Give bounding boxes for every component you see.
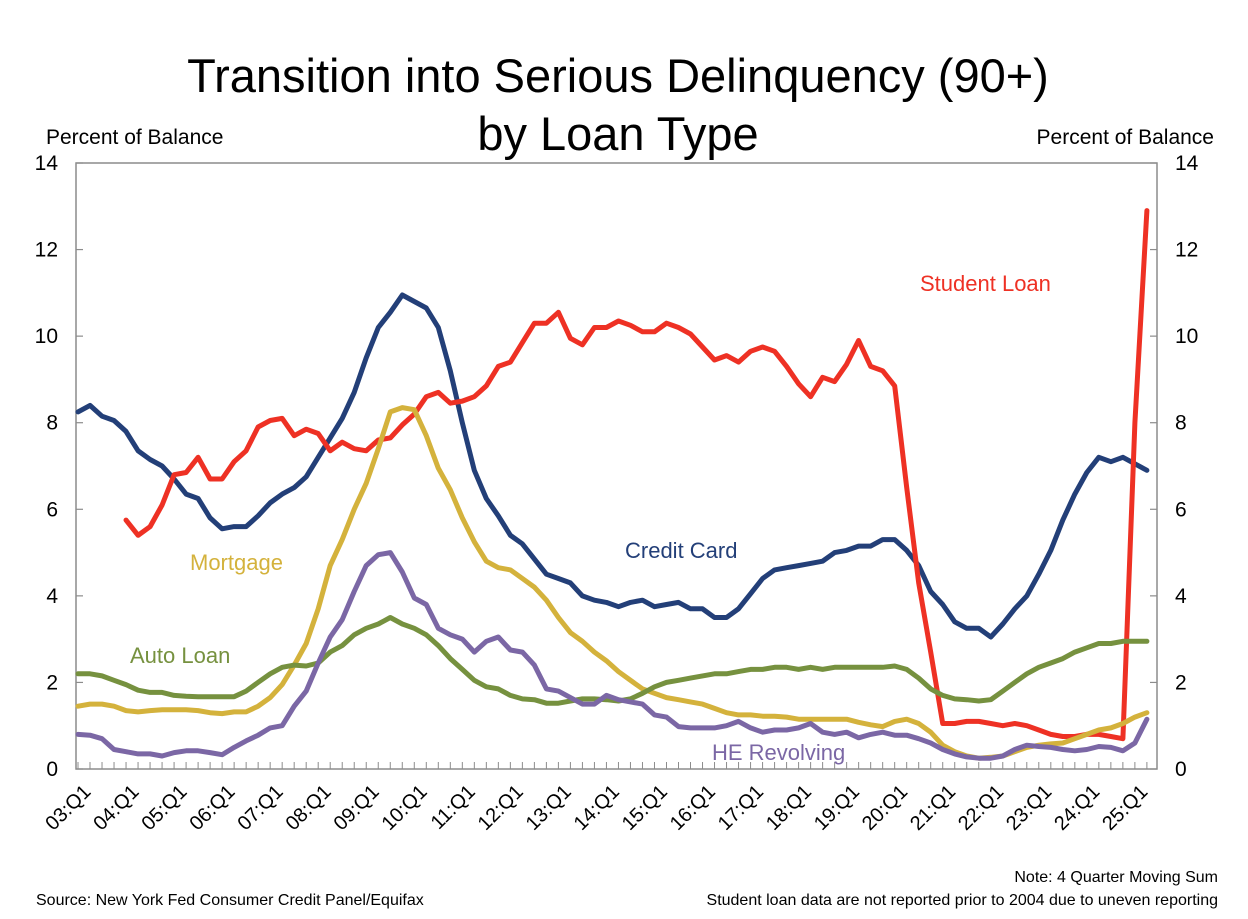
chart-title-line-1: Transition into Serious Delinquency (90+… (187, 49, 1049, 102)
y-tick-label-left: 2 (46, 671, 58, 694)
y-tick-label-right: 6 (1175, 498, 1187, 521)
x-tick-label: 18:Q1 (762, 781, 816, 835)
y-tick-label-right: 8 (1175, 412, 1187, 435)
x-tick-label: 14:Q1 (570, 781, 624, 835)
series-line-credit-card (75, 292, 1150, 640)
series-label-credit-card: Credit Card (625, 538, 737, 563)
note-student-loan: Student loan data are not reported prior… (707, 892, 1218, 909)
y-tick-label-left: 12 (35, 239, 58, 262)
series-line-auto-loan (75, 615, 1150, 706)
y-tick-label-left: 4 (46, 585, 58, 608)
y-tick-label-right: 12 (1175, 239, 1198, 262)
chart-title-line-2: by Loan Type (477, 107, 758, 160)
y-axis-label-right: Percent of Balance (1037, 126, 1214, 149)
x-tick-label: 08:Q1 (282, 781, 336, 835)
x-tick-label: 19:Q1 (810, 781, 864, 835)
x-tick-label: 22:Q1 (954, 781, 1008, 835)
x-tick-label: 16:Q1 (666, 781, 720, 835)
x-tick-label: 23:Q1 (1002, 781, 1056, 835)
y-tick-label-left: 0 (46, 758, 58, 781)
x-tick-label: 11:Q1 (427, 781, 480, 834)
y-tick-label-left: 10 (35, 325, 58, 348)
x-tick-label: 20:Q1 (858, 781, 912, 835)
x-tick-label: 04:Q1 (89, 781, 143, 835)
y-tick-label-right: 14 (1175, 152, 1199, 175)
y-tick-label-right: 10 (1175, 325, 1198, 348)
x-tick-label: 12:Q1 (474, 781, 528, 835)
series-label-auto-loan: Auto Loan (130, 643, 230, 668)
x-tick-label: 03:Q1 (41, 781, 95, 835)
x-tick-label: 15:Q1 (618, 781, 672, 835)
x-tick-label: 17:Q1 (714, 781, 768, 835)
series-label-he-revolving: HE Revolving (712, 740, 845, 765)
y-tick-label-left: 8 (46, 412, 58, 435)
x-tick-label: 06:Q1 (185, 781, 239, 835)
x-tick-label: 13:Q1 (522, 781, 576, 835)
y-axis-label-left: Percent of Balance (46, 126, 223, 149)
series-line-he-revolving (75, 550, 1150, 761)
x-tick-label: 09:Q1 (330, 781, 384, 835)
plot-frame (75, 162, 1158, 770)
y-tick-label-left: 6 (46, 498, 58, 521)
series-label-mortgage: Mortgage (190, 550, 283, 575)
y-tick-label-left: 14 (35, 152, 59, 175)
x-tick-label: 24:Q1 (1050, 781, 1104, 835)
y-tick-label-right: 4 (1175, 585, 1187, 608)
x-tick-label: 21:Q1 (906, 781, 960, 835)
y-tick-label-right: 0 (1175, 758, 1187, 781)
series-label-student-loan: Student Loan (920, 271, 1051, 296)
x-tick-label: 05:Q1 (137, 781, 191, 835)
x-tick-label: 25:Q1 (1098, 781, 1152, 835)
x-tick-label: 10:Q1 (378, 781, 432, 835)
note-moving-sum: Note: 4 Quarter Moving Sum (1014, 869, 1218, 886)
series-line-student-loan (123, 208, 1150, 742)
source-note: Source: New York Fed Consumer Credit Pan… (36, 892, 424, 909)
x-tick-label: 07:Q1 (234, 781, 288, 835)
y-tick-label-right: 2 (1175, 671, 1187, 694)
